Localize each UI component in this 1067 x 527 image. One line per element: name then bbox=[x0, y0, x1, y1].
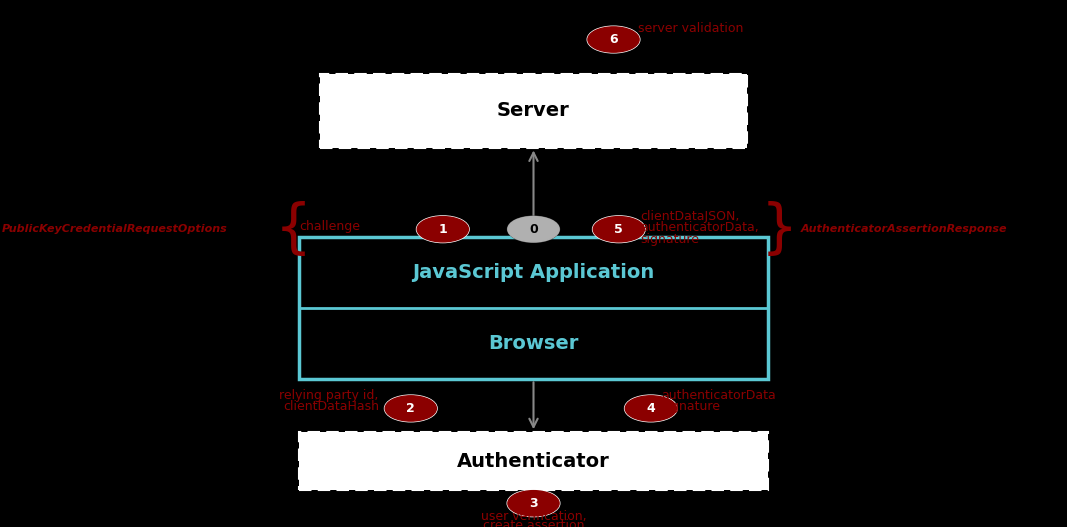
Text: relying party id,: relying party id, bbox=[280, 389, 379, 402]
Text: 1: 1 bbox=[439, 223, 447, 236]
Text: user verification,: user verification, bbox=[481, 510, 586, 523]
Text: challenge: challenge bbox=[300, 220, 361, 233]
Text: }: } bbox=[761, 201, 797, 258]
Text: PublicKeyCredentialRequestOptions: PublicKeyCredentialRequestOptions bbox=[2, 225, 228, 234]
Text: authenticatorData: authenticatorData bbox=[662, 389, 777, 402]
Text: server validation: server validation bbox=[638, 23, 744, 35]
Circle shape bbox=[417, 217, 468, 242]
Text: {: { bbox=[275, 201, 312, 258]
Text: 2: 2 bbox=[407, 402, 415, 415]
Text: signature: signature bbox=[640, 233, 699, 246]
FancyBboxPatch shape bbox=[299, 432, 768, 490]
Text: JavaScript Application: JavaScript Application bbox=[412, 263, 655, 282]
Circle shape bbox=[508, 491, 559, 516]
Circle shape bbox=[385, 396, 436, 421]
FancyBboxPatch shape bbox=[299, 237, 768, 379]
Text: create assertion: create assertion bbox=[482, 520, 585, 527]
Text: 0: 0 bbox=[529, 223, 538, 236]
FancyBboxPatch shape bbox=[320, 74, 747, 148]
Text: signature: signature bbox=[662, 401, 720, 413]
Text: Browser: Browser bbox=[489, 334, 578, 354]
Circle shape bbox=[625, 396, 676, 421]
Text: clientDataJSON,: clientDataJSON, bbox=[640, 210, 739, 222]
Circle shape bbox=[508, 217, 559, 242]
Text: AuthenticatorAssertionResponse: AuthenticatorAssertionResponse bbox=[800, 225, 1007, 234]
Text: 5: 5 bbox=[615, 223, 623, 236]
Text: authenticatorData,: authenticatorData, bbox=[640, 221, 759, 234]
Circle shape bbox=[593, 217, 644, 242]
Text: 6: 6 bbox=[609, 33, 618, 46]
Circle shape bbox=[588, 27, 639, 52]
Text: Authenticator: Authenticator bbox=[457, 452, 610, 471]
Text: 4: 4 bbox=[647, 402, 655, 415]
Text: clientDataHash: clientDataHash bbox=[283, 401, 379, 413]
Text: 3: 3 bbox=[529, 497, 538, 510]
Text: Server: Server bbox=[497, 101, 570, 120]
